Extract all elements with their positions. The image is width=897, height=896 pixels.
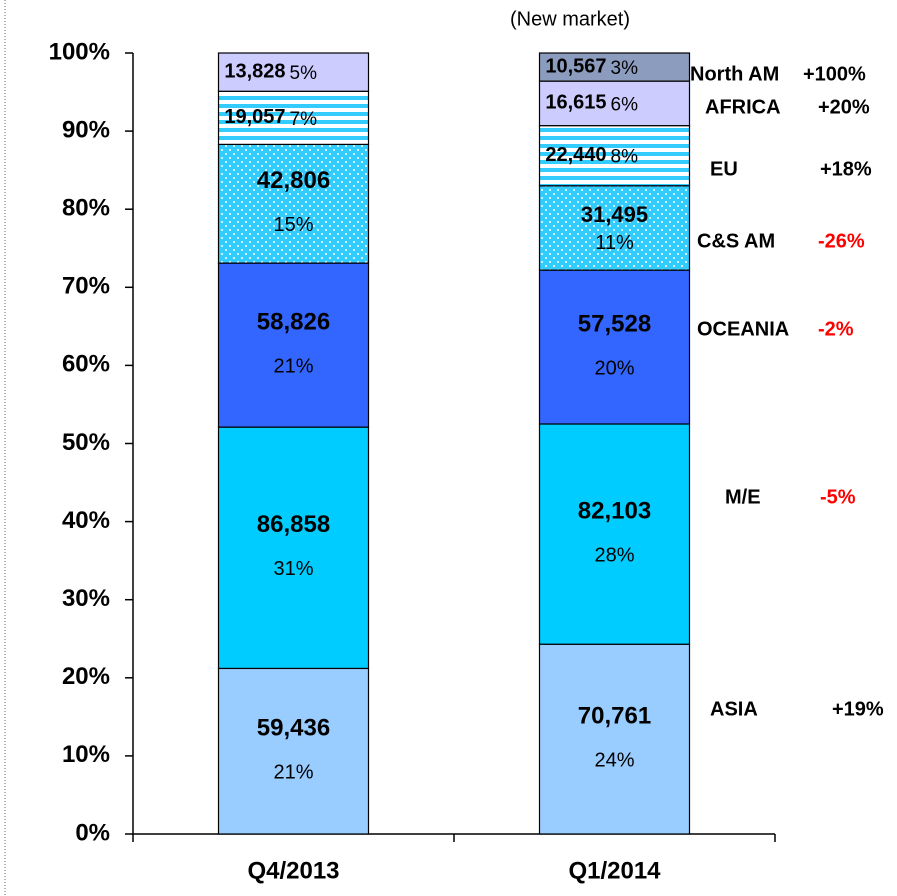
count-label: 16,615 — [545, 92, 606, 114]
x-tick-label: Q1/2014 — [568, 857, 661, 884]
value-label: 15% — [273, 214, 313, 236]
value-label: 8% — [611, 147, 639, 168]
bar-segment — [217, 52, 370, 92]
y-tick-label: 10% — [62, 741, 110, 768]
count-label: 42,806 — [257, 167, 330, 194]
count-label: 58,826 — [257, 308, 330, 335]
count-label: 82,103 — [578, 497, 651, 524]
y-tick-label: 70% — [62, 273, 110, 300]
legend-change: +19% — [832, 698, 884, 720]
bar-segment — [217, 667, 370, 835]
value-label: 5% — [290, 63, 318, 84]
y-tick-label: 90% — [62, 116, 110, 143]
value-label: 11% — [595, 232, 634, 254]
annotation: (New market) — [510, 8, 630, 30]
legend-change: -5% — [820, 486, 856, 508]
count-label: 70,761 — [578, 702, 651, 729]
bar-segment — [538, 52, 691, 82]
legend-name: C&S AM — [697, 230, 775, 252]
y-tick-label: 50% — [62, 429, 110, 456]
bar-segment — [217, 262, 370, 428]
bar-segment — [538, 80, 691, 127]
y-tick-label: 40% — [62, 507, 110, 534]
bar-segment — [538, 269, 691, 425]
count-label: 10,567 — [545, 55, 606, 77]
bar-segment — [538, 185, 691, 271]
value-label: 6% — [611, 94, 639, 115]
legend-name: AFRICA — [705, 96, 781, 118]
bar-segment — [538, 423, 691, 645]
value-label: 7% — [290, 109, 318, 130]
y-tick-label: 60% — [62, 351, 110, 378]
y-tick-label: 80% — [62, 195, 110, 222]
count-label: 19,057 — [224, 106, 285, 128]
y-tick-label: 100% — [49, 38, 110, 65]
legend-change: -2% — [818, 318, 854, 340]
y-tick-label: 0% — [75, 819, 110, 846]
count-label: 57,528 — [578, 310, 651, 337]
count-label: 22,440 — [545, 144, 606, 166]
legend-name: EU — [710, 158, 738, 180]
value-label: 28% — [594, 544, 634, 566]
legend-change: -26% — [818, 230, 865, 252]
count-label: 13,828 — [224, 60, 285, 82]
bar-segment — [217, 143, 370, 264]
value-label: 21% — [273, 355, 313, 377]
value-label: 24% — [594, 749, 634, 771]
legend-name: M/E — [725, 486, 761, 508]
legend-name: North AM — [690, 63, 779, 85]
legend-change: +100% — [803, 63, 866, 85]
count-label: 31,495 — [581, 202, 648, 227]
legend-change: +18% — [820, 158, 872, 180]
legend-change: +20% — [818, 96, 870, 118]
value-label: 21% — [273, 761, 313, 783]
bar-segment — [217, 426, 370, 670]
bar-segment — [538, 643, 691, 835]
value-label: 20% — [594, 357, 634, 379]
value-label: 31% — [273, 558, 313, 580]
y-tick-label: 30% — [62, 585, 110, 612]
y-tick-label: 20% — [62, 663, 110, 690]
x-tick-label: Q4/2013 — [247, 857, 339, 884]
legend-name: ASIA — [710, 698, 758, 720]
count-label: 59,436 — [257, 715, 330, 742]
legend-name: OCEANIA — [697, 318, 789, 340]
count-label: 86,858 — [257, 511, 330, 538]
value-label: 3% — [611, 58, 639, 79]
